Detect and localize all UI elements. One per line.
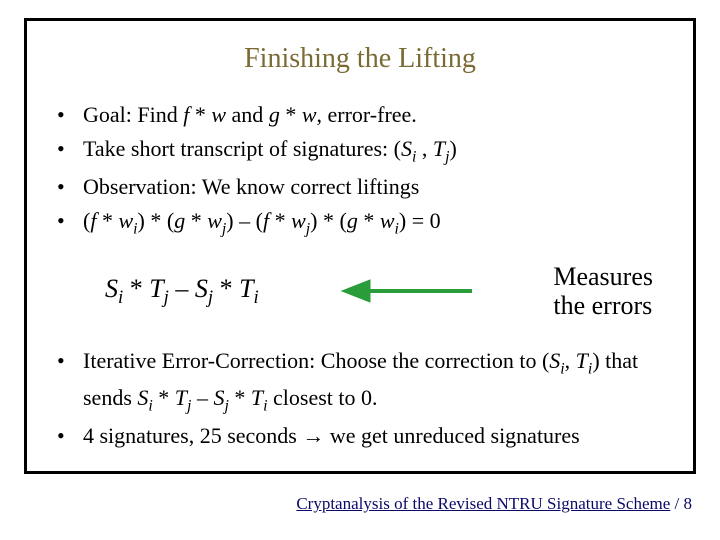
var-g: g [347, 208, 358, 233]
var-w: w [211, 102, 226, 127]
text: * [229, 385, 251, 410]
bullet-1: • Goal: Find f * w and g * w, error-free… [57, 99, 663, 131]
text: , [416, 136, 433, 161]
text: , [565, 348, 576, 373]
var-w: w [118, 208, 133, 233]
text: ) = 0 [399, 208, 441, 233]
text: * [358, 208, 380, 233]
bullet-5: • Iterative Error-Correction: Choose the… [57, 345, 663, 418]
arrow-glyph: → [302, 423, 324, 448]
text: ) * ( [310, 208, 347, 233]
measures-label: Measures the errors [553, 262, 653, 322]
text: closest to 0. [268, 385, 378, 410]
bullet-4: • (f * wi) * (g * wj) – (f * wj) * (g * … [57, 205, 663, 241]
math-expr: Si * Tj – Sj * Ti [105, 274, 259, 309]
var-T: T [149, 274, 163, 303]
var-g: g [269, 102, 280, 127]
var-S: S [549, 348, 560, 373]
var-S: S [195, 274, 208, 303]
var-T: T [576, 348, 588, 373]
text: * [96, 208, 118, 233]
footer-page: / 8 [670, 494, 692, 513]
var-T: T [175, 385, 187, 410]
bullet-6: • 4 signatures, 25 seconds → we get unre… [57, 420, 663, 452]
bullets-top: • Goal: Find f * w and g * w, error-free… [57, 99, 663, 242]
text: ) – ( [226, 208, 263, 233]
bullets-bottom: • Iterative Error-Correction: Choose the… [57, 345, 663, 452]
var-w: w [380, 208, 395, 233]
text: Goal: Find [83, 102, 183, 127]
slide-footer: Cryptanalysis of the Revised NTRU Signat… [296, 494, 692, 514]
text: * [280, 102, 302, 127]
slide-frame: Finishing the Lifting • Goal: Find f * w… [24, 18, 696, 474]
text: * [189, 102, 211, 127]
text: * [213, 274, 239, 303]
var-g: g [174, 208, 185, 233]
text: and [226, 102, 269, 127]
var-S: S [401, 136, 412, 161]
text: * [153, 385, 175, 410]
bullet-2: • Take short transcript of signatures: (… [57, 133, 663, 169]
text: * [185, 208, 207, 233]
text: ) [450, 136, 457, 161]
math-row: Si * Tj – Sj * Ti Measures the errors [57, 262, 663, 322]
var-T: T [251, 385, 263, 410]
bullet-3: • Observation: We know correct liftings [57, 171, 663, 203]
var-S: S [137, 385, 148, 410]
var-w: w [291, 208, 306, 233]
text: * [123, 274, 149, 303]
var-w: w [302, 102, 317, 127]
var-S: S [213, 385, 224, 410]
text: we get unreduced signatures [324, 423, 579, 448]
text: Measures [553, 262, 653, 292]
var-T: T [433, 136, 445, 161]
var-T: T [239, 274, 253, 303]
text: – [169, 274, 195, 303]
var-w: w [207, 208, 222, 233]
text: Take short transcript of signatures: ( [83, 136, 401, 161]
text: 4 signatures, 25 seconds [83, 423, 302, 448]
var-S: S [105, 274, 118, 303]
text: ) * ( [138, 208, 175, 233]
slide-title: Finishing the Lifting [57, 43, 663, 75]
left-arrow-icon [259, 276, 554, 306]
text: Iterative Error-Correction: Choose the c… [83, 348, 549, 373]
text: the errors [553, 291, 653, 321]
text: , error-free. [317, 102, 417, 127]
footer-link: Cryptanalysis of the Revised NTRU Signat… [296, 494, 670, 513]
text: Observation: We know correct liftings [83, 171, 663, 203]
text: * [269, 208, 291, 233]
text: – [191, 385, 213, 410]
